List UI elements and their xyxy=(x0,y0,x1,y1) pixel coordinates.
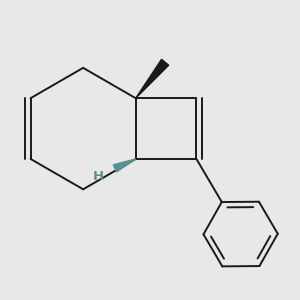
Text: H: H xyxy=(92,169,104,183)
Polygon shape xyxy=(136,59,169,98)
Polygon shape xyxy=(113,159,136,172)
